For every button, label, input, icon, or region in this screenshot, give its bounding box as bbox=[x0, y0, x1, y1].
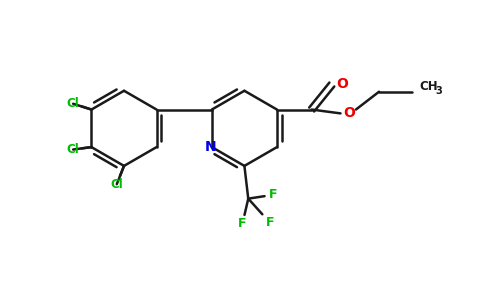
Text: O: O bbox=[343, 106, 355, 120]
Text: 3: 3 bbox=[436, 86, 442, 96]
Text: F: F bbox=[238, 217, 247, 230]
Text: Cl: Cl bbox=[67, 97, 79, 110]
Text: Cl: Cl bbox=[110, 178, 123, 191]
Text: CH: CH bbox=[419, 80, 438, 93]
Text: F: F bbox=[269, 188, 277, 201]
Text: Cl: Cl bbox=[67, 143, 79, 156]
Text: O: O bbox=[336, 76, 348, 91]
Text: F: F bbox=[266, 216, 274, 229]
Text: N: N bbox=[205, 140, 217, 154]
